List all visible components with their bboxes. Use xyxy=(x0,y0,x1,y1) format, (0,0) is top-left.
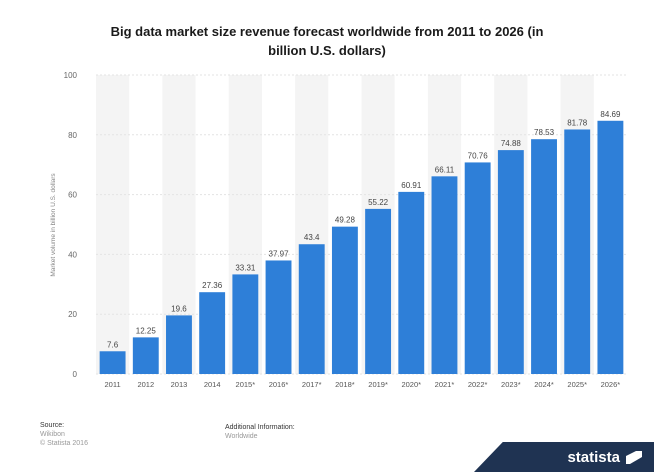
bar xyxy=(398,191,425,374)
x-tick-label: 2016* xyxy=(269,380,289,389)
y-tick-label: 60 xyxy=(68,191,77,200)
statista-logo-text[interactable]: statista xyxy=(567,449,620,466)
x-tick-label: 2023* xyxy=(501,380,521,389)
x-tick-label: 2025* xyxy=(567,380,587,389)
data-label: 66.11 xyxy=(435,165,455,174)
x-tick-label: 2020* xyxy=(401,380,421,389)
bar xyxy=(597,120,624,374)
bar xyxy=(431,176,458,374)
x-tick-label: 2018* xyxy=(335,380,355,389)
y-tick-label: 40 xyxy=(68,250,77,259)
bar xyxy=(166,315,192,374)
statista-logo-icon[interactable] xyxy=(626,451,642,464)
data-label: 19.6 xyxy=(171,304,187,313)
x-tick-label: 2017* xyxy=(302,380,322,389)
copyright: © Statista 2016 xyxy=(40,440,88,447)
y-tick-label: 100 xyxy=(64,71,78,80)
data-label: 12.25 xyxy=(136,326,157,335)
data-label: 55.22 xyxy=(368,198,389,207)
x-tick-label: 2015* xyxy=(236,380,256,389)
x-tick-label: 2019* xyxy=(368,380,388,389)
source-block: Source: Wikibon © Statista 2016 xyxy=(40,421,88,448)
x-tick-label: 2013 xyxy=(171,380,188,389)
additional-info-value: Worldwide xyxy=(225,433,258,440)
y-tick-label: 0 xyxy=(73,370,78,379)
data-label: 60.91 xyxy=(401,181,422,190)
bar xyxy=(531,139,557,374)
data-label: 33.31 xyxy=(235,263,256,272)
data-label: 70.76 xyxy=(468,151,489,160)
x-tick-label: 2014 xyxy=(204,380,221,389)
bar xyxy=(132,337,159,374)
data-label: 78.53 xyxy=(534,128,555,137)
bar xyxy=(298,244,325,374)
bar xyxy=(331,226,358,374)
bar xyxy=(232,274,259,374)
additional-info-block: Additional Information: Worldwide xyxy=(225,423,295,441)
bar xyxy=(265,260,292,374)
data-label: 37.97 xyxy=(269,249,290,258)
bar xyxy=(564,129,591,374)
x-tick-label: 2022* xyxy=(468,380,488,389)
bar xyxy=(199,292,226,374)
data-label: 49.28 xyxy=(335,216,356,225)
chart-title-line-2: billion U.S. dollars) xyxy=(268,43,386,58)
bar xyxy=(365,208,392,374)
data-label: 84.69 xyxy=(600,110,621,119)
data-label: 7.6 xyxy=(107,340,119,349)
data-label: 27.36 xyxy=(202,281,223,290)
bar xyxy=(464,162,491,374)
y-axis-label: Market volume in billion U.S. dollars xyxy=(50,173,57,277)
column-band xyxy=(96,75,130,374)
y-tick-label: 20 xyxy=(68,310,77,319)
x-tick-label: 2012 xyxy=(137,380,154,389)
statista-banner[interactable] xyxy=(474,442,654,472)
source-name: Wikibon xyxy=(40,431,65,438)
additional-info-label: Additional Information: xyxy=(225,424,295,431)
bar xyxy=(497,150,524,374)
data-label: 74.88 xyxy=(501,139,522,148)
bar xyxy=(99,351,126,374)
source-label: Source: xyxy=(40,422,65,429)
x-tick-label: 2026* xyxy=(601,380,621,389)
chart-title: Big data market size revenue forecast wo… xyxy=(40,22,614,60)
x-tick-label: 2024* xyxy=(534,380,554,389)
data-label: 81.78 xyxy=(567,118,588,127)
y-tick-label: 80 xyxy=(68,131,77,140)
data-label: 43.4 xyxy=(304,233,320,242)
x-tick-label: 2021* xyxy=(435,380,455,389)
x-tick-label: 2011 xyxy=(105,380,121,389)
chart-title-line-1: Big data market size revenue forecast wo… xyxy=(110,24,544,39)
